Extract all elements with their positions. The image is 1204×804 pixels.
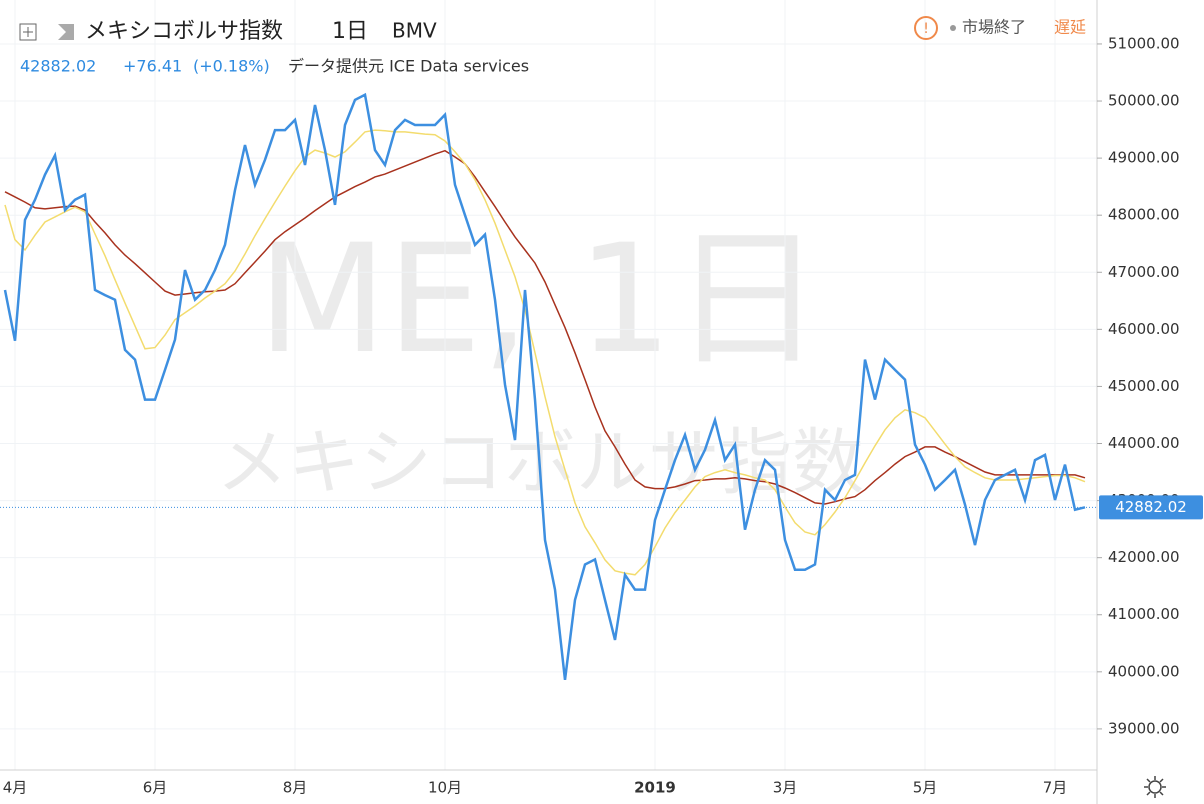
y-tick-label: 46000.00 [1108,320,1180,338]
last-price-label: 42882.02 [1115,498,1187,516]
x-tick-label: 10月 [428,779,462,797]
y-tick-label: 48000.00 [1108,206,1180,224]
x-tick-label: 6月 [143,779,168,797]
line [3,92,1086,680]
y-tick-label: 45000.00 [1108,377,1180,395]
status-dot [950,25,956,31]
header: メキシコボルサ指数 1日 BMV 42882.02 +76.41 (+0.18%… [19,16,1086,76]
title: メキシコボルサ指数 [85,19,283,44]
lines [0,92,1097,680]
y-tick-label: 47000.00 [1108,263,1180,281]
y-tick-label: 42000.00 [1108,548,1180,566]
y-tick-label: 41000.00 [1108,605,1180,623]
x-tick-label: 8月 [283,779,308,797]
watermark-symbol: ME, 1日 [258,213,823,387]
delay: 遅延 [1054,18,1086,37]
y-tick-label: 50000.00 [1108,92,1180,110]
x-tick-label: 3月 [773,779,798,797]
settings-icon [1144,776,1166,798]
provider: データ提供元 ICE Data services [288,57,529,76]
settings-icon [1148,780,1162,794]
market-status: 市場終了 [962,18,1026,37]
icon[interactable] [19,23,37,41]
last-price: 42882.02 [20,57,96,76]
y-tick-label: 39000.00 [1108,719,1180,737]
y-tick-label: 44000.00 [1108,434,1180,452]
change-pct: (+0.18%) [193,57,270,76]
y-tick-label: 51000.00 [1108,34,1180,52]
warning-icon: ! [923,21,929,37]
line [4,149,1086,505]
change: +76.41 [123,57,182,76]
last-price-box [1099,495,1203,520]
exchange[interactable]: BMV [392,19,437,43]
warning-icon[interactable] [914,16,938,40]
x-tick-label: 2019 [634,779,676,797]
x-tick-label: 5月 [913,779,938,797]
icon [58,24,74,40]
y-tick-label: 49000.00 [1108,149,1180,167]
settings-icon[interactable] [1144,776,1166,798]
y-tick-label: 40000.00 [1108,662,1180,680]
axis: 39000.0040000.0041000.0042000.0043000.00… [3,34,1203,797]
interval[interactable]: 1日 [332,19,368,44]
grid [0,0,1097,770]
x-tick-label: 4月 [3,779,28,797]
x-tick-label: 7月 [1043,779,1068,797]
line [4,129,1086,576]
